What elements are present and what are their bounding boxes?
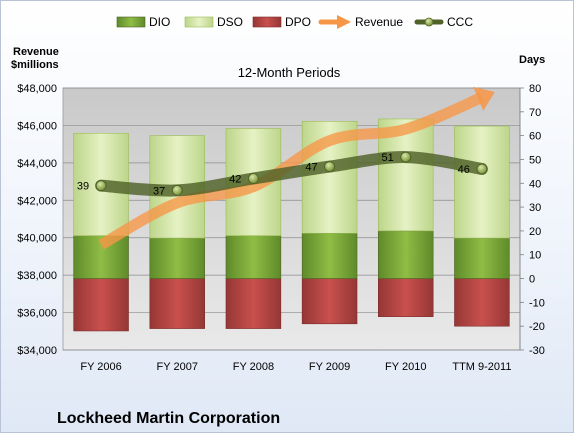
company-title: Lockheed Martin Corporation — [57, 410, 280, 427]
bar-dpo — [225, 278, 282, 329]
ccc-line — [95, 151, 488, 197]
category-label: FY 2009 — [309, 361, 350, 373]
right-tick-label: 60 — [529, 131, 541, 143]
left-axis-ticks: $34,000 $36,000 $38,000 $40,000 $42,000 $44,0… — [17, 83, 57, 357]
category-label: FY 2010 — [385, 361, 426, 373]
bar-dpo — [73, 278, 129, 332]
revenue-series — [98, 86, 495, 250]
category-label: FY 2007 — [157, 361, 198, 373]
left-tick-label: $38,000 — [17, 270, 57, 282]
category-label: TTM 9-2011 — [452, 361, 511, 373]
right-tick-label: 50 — [529, 154, 541, 166]
right-tick-label: -20 — [529, 321, 545, 333]
legend-dio-swatch — [116, 16, 146, 28]
left-tick-label: $36,000 — [17, 308, 57, 320]
ccc-data-label: 42 — [229, 174, 241, 186]
ccc-marker — [476, 163, 488, 175]
right-axis-title: Days — [519, 54, 545, 66]
left-axis-title-line2: $millions — [11, 59, 59, 71]
plot-area — [62, 87, 521, 351]
legend-dso-label: DSO — [217, 15, 243, 29]
left-tick-label: $40,000 — [17, 233, 57, 245]
revenue-arrowhead — [473, 86, 495, 111]
ccc-data-label: 51 — [382, 152, 394, 164]
right-tick-label: 30 — [529, 202, 541, 214]
legend-dpo-swatch — [252, 16, 282, 28]
right-tick-label: -10 — [529, 297, 545, 309]
legend-ccc-icon — [414, 17, 444, 27]
ccc-marker — [247, 173, 259, 185]
ccc-marker — [400, 151, 412, 163]
bar-dio — [301, 232, 358, 279]
bar-dpo — [149, 278, 205, 329]
gridlines — [63, 87, 520, 351]
ccc-series: 39 37 42 47 51 46 — [77, 151, 488, 197]
ccc-data-label: 46 — [458, 164, 470, 176]
category-label: FY 2008 — [233, 361, 274, 373]
legend-dpo-label: DPO — [285, 15, 311, 29]
left-tick-label: $42,000 — [17, 195, 57, 207]
right-tick-label: 10 — [529, 250, 541, 262]
ccc-data-label: 47 — [305, 162, 317, 174]
legend-ccc-label: CCC — [447, 15, 473, 29]
chart-title: 12-Month Periods — [238, 65, 341, 80]
ccc-marker — [324, 161, 336, 173]
right-tick-label: 20 — [529, 226, 541, 238]
ccc-marker — [95, 180, 107, 192]
bar-dpo — [301, 278, 358, 325]
ccc-marker — [171, 184, 183, 196]
left-tick-label: $46,000 — [17, 120, 57, 132]
right-tick-label: 40 — [529, 178, 541, 190]
category-label: FY 2006 — [80, 361, 121, 373]
right-axis-ticks: -30 -20 -10 0 10 20 30 40 50 60 70 80 — [519, 83, 545, 357]
legend-revenue-label: Revenue — [355, 15, 403, 29]
left-axis-title-line1: Revenue — [13, 46, 59, 58]
left-tick-label: $48,000 — [17, 83, 57, 95]
legend-dso-swatch — [184, 16, 214, 28]
ccc-data-label: 37 — [153, 185, 165, 197]
bar-dpo — [454, 278, 510, 327]
right-tick-label: -30 — [529, 345, 545, 357]
legend: DIO DSO DPO Revenue CCC — [116, 15, 473, 29]
legend-dio-label: DIO — [149, 15, 170, 29]
bar-dio — [454, 237, 510, 279]
right-tick-label: 80 — [529, 83, 541, 95]
bar-dpo — [378, 278, 434, 317]
left-tick-label: $44,000 — [17, 158, 57, 170]
legend-revenue-icon — [318, 15, 351, 29]
bar-dio — [149, 237, 205, 279]
bar-dso — [454, 125, 510, 239]
revenue-line — [98, 92, 485, 250]
left-tick-label: $34,000 — [17, 345, 57, 357]
category-labels: FY 2006 FY 2007 FY 2008 FY 2009 FY 2010 TTM 9… — [80, 361, 511, 373]
right-tick-label: 0 — [529, 274, 535, 286]
right-tick-label: 70 — [529, 107, 541, 119]
ccc-data-label: 39 — [77, 181, 89, 193]
bar-dio — [225, 235, 282, 279]
bar-dio — [378, 230, 434, 279]
